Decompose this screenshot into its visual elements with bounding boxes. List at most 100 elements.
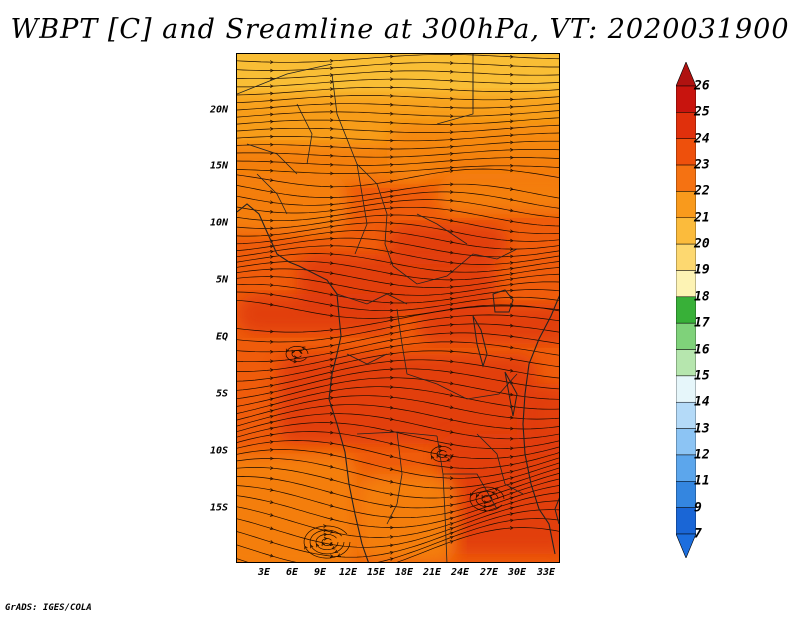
- streamline-arrow: [269, 500, 274, 504]
- streamline: [237, 149, 559, 158]
- colorbar-tick-label: 24: [694, 131, 710, 147]
- streamline-arrow: [509, 64, 514, 68]
- streamline-arrow: [510, 89, 514, 94]
- streamline-arrow: [389, 331, 394, 336]
- streamline-arrow: [270, 349, 274, 354]
- streamline-arrow: [329, 202, 334, 207]
- latitude-label: EQ: [215, 331, 228, 343]
- streamline-arrow: [269, 98, 274, 103]
- streamline-arrow: [509, 313, 514, 318]
- field-patch: [387, 224, 507, 264]
- streamline-arrow: [509, 219, 514, 223]
- wbpt-color-field: [237, 54, 559, 562]
- streamline-arrow: [509, 491, 514, 496]
- streamline: [237, 509, 559, 558]
- streamline-arrow: [269, 292, 274, 297]
- streamlines: [237, 54, 559, 562]
- streamline-arrow: [269, 403, 274, 408]
- streamline-arrow: [323, 528, 328, 533]
- streamline-arrow: [298, 350, 303, 354]
- streamline: [237, 305, 559, 333]
- colorbar-tick-label: 25: [694, 104, 710, 120]
- streamline-arrow: [449, 531, 454, 536]
- colorbar-segment: [676, 270, 696, 298]
- streamline-arrow: [449, 527, 454, 531]
- streamline-arrow: [269, 397, 274, 401]
- streamline-arrow: [269, 553, 274, 558]
- streamline-arrow: [270, 60, 274, 64]
- streamline-arrow: [389, 189, 394, 194]
- streamline-arrow: [389, 239, 394, 244]
- streamline-arrow: [509, 254, 514, 259]
- colorbar-segment: [676, 243, 696, 271]
- streamline-arrow: [328, 542, 333, 546]
- streamline: [237, 214, 559, 235]
- latitude-label: 10N: [209, 217, 228, 229]
- colorbar-tick-label: 16: [694, 342, 710, 358]
- streamline-arrow: [269, 513, 274, 517]
- streamline-arrow: [269, 112, 274, 117]
- streamline: [237, 260, 559, 281]
- longitude-label: 3E: [257, 567, 271, 578]
- streamline-arrow: [389, 282, 394, 286]
- streamline-arrow: [389, 345, 394, 349]
- colorbar: [676, 62, 696, 558]
- streamline-arrow: [481, 494, 485, 499]
- streamline-arrow: [509, 518, 514, 523]
- streamline-arrow: [449, 540, 454, 544]
- streamline-arrow: [389, 129, 394, 134]
- streamline-arrow: [510, 163, 514, 168]
- streamline-arrow: [269, 210, 274, 214]
- streamline-arrow: [509, 481, 514, 486]
- colorbar-segment: [676, 454, 696, 482]
- colorbar-segment: [676, 322, 696, 350]
- streamline-arrow: [269, 426, 274, 431]
- streamline-arrow: [446, 457, 451, 462]
- streamline-arrow: [450, 277, 454, 282]
- streamline: [237, 449, 559, 479]
- streamline: [237, 291, 559, 312]
- streamline-arrow: [509, 282, 514, 287]
- streamline-arrow: [449, 291, 454, 296]
- streamline: [237, 492, 559, 538]
- streamline-arrow: [269, 105, 274, 110]
- streamline-arrow: [509, 415, 514, 420]
- streamline-arrow: [389, 535, 394, 539]
- streamline-arrow: [449, 381, 454, 386]
- streamline-arrow: [389, 318, 394, 323]
- streamline-arrow: [449, 454, 454, 458]
- streamline-arrow: [329, 396, 334, 400]
- streamline-arrow: [329, 389, 334, 393]
- field-patch: [237, 144, 437, 184]
- streamline: [237, 473, 559, 509]
- streamline-arrow: [389, 102, 394, 107]
- streamline-arrow: [389, 352, 394, 356]
- streamline-arrow: [269, 190, 274, 194]
- streamline-arrow: [269, 466, 274, 470]
- streamline-arrow: [483, 500, 488, 505]
- streamline-arrow: [269, 414, 274, 419]
- longitude-label: 6E: [285, 567, 299, 578]
- streamline: [237, 359, 559, 391]
- longitude-label: 27E: [479, 567, 499, 578]
- streamline-arrow: [329, 87, 334, 91]
- streamline-arrow: [389, 467, 394, 471]
- streamline-arrow: [323, 536, 328, 541]
- streamline-arrow: [329, 529, 334, 534]
- streamline: [237, 95, 559, 104]
- streamline-arrow: [389, 250, 394, 254]
- streamline-arrow: [438, 444, 443, 449]
- streamline-arrow: [443, 454, 448, 458]
- streamline: [237, 140, 559, 150]
- streamline-arrow: [450, 190, 454, 194]
- lake-victoria: [492, 289, 514, 313]
- colorbar-bottom-arrow: [676, 533, 696, 558]
- streamline-arrow: [329, 441, 334, 446]
- streamline: [237, 341, 559, 372]
- streamline-arrow: [329, 271, 334, 275]
- field-patch: [387, 124, 559, 179]
- streamline-arrow: [329, 230, 334, 235]
- streamline-arrow: [449, 307, 454, 312]
- streamline-arrow: [269, 526, 274, 531]
- streamline-arrow: [449, 240, 454, 244]
